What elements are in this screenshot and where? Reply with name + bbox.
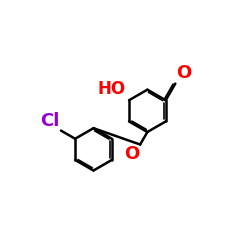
Text: HO: HO bbox=[98, 80, 126, 98]
Text: Cl: Cl bbox=[40, 112, 60, 130]
Text: O: O bbox=[124, 146, 139, 164]
Text: O: O bbox=[176, 64, 192, 82]
